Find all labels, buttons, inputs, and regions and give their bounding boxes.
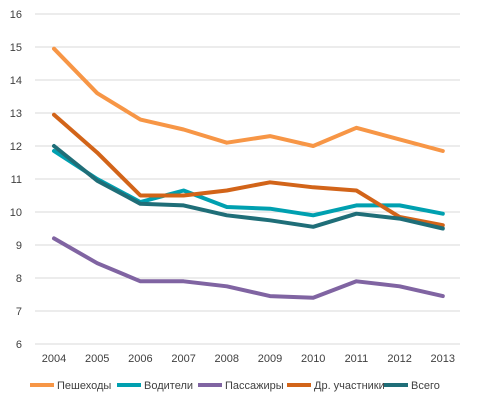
x-tick-label: 2004	[42, 353, 66, 365]
legend-label: Др. участники	[314, 380, 385, 392]
y-tick-label: 15	[10, 42, 22, 54]
legend-label: Всего	[411, 380, 440, 392]
y-tick-label: 13	[10, 108, 22, 120]
x-axis-tick-labels: 2004 2005 2006 2007 2008 2009 2010 2011 2012 2013	[42, 353, 455, 365]
x-tick-label: 2009	[258, 353, 282, 365]
series-lines	[52, 46, 445, 300]
x-tick-label: 2012	[387, 353, 411, 365]
x-tick-label: 2010	[301, 353, 325, 365]
y-tick-label: 8	[16, 273, 22, 285]
series-line-4	[52, 144, 445, 231]
y-axis-tick-labels: 6 7 8 9 10 11 12 13 14 15 16	[10, 9, 22, 351]
series-line-0	[52, 46, 445, 153]
legend: Пешеходы Водители Пассажиры Др. участники Вс…	[30, 380, 440, 392]
legend-label: Водители	[144, 380, 193, 392]
x-tick-label: 2007	[171, 353, 195, 365]
y-tick-label: 14	[10, 75, 22, 87]
legend-label: Пассажиры	[225, 380, 284, 392]
y-tick-label: 10	[10, 207, 22, 219]
x-tick-label: 2006	[128, 353, 152, 365]
grid-lines	[35, 13, 460, 345]
series-line-2	[52, 236, 445, 300]
y-tick-label: 9	[16, 240, 22, 252]
y-tick-label: 11	[11, 174, 22, 186]
y-tick-label: 12	[10, 141, 22, 153]
x-tick-label: 2013	[431, 353, 455, 365]
y-tick-label: 16	[10, 9, 22, 21]
series-line-3	[52, 112, 445, 228]
x-tick-label: 2008	[215, 353, 239, 365]
x-tick-label: 2005	[85, 353, 109, 365]
y-tick-label: 6	[16, 339, 22, 351]
y-tick-label: 7	[16, 306, 22, 318]
x-tick-label: 2011	[345, 353, 369, 365]
legend-label: Пешеходы	[57, 380, 111, 392]
